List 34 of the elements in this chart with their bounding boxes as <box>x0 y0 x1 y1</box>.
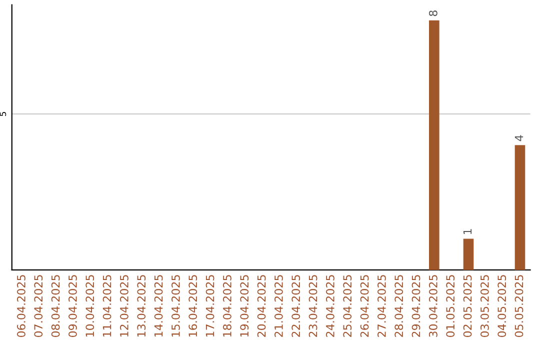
x-tick-label: 04.05.2025 <box>498 275 506 338</box>
y-tick-label: 5 <box>0 112 6 116</box>
x-tick-label: 08.04.2025 <box>51 275 60 338</box>
x-tick-label: 05.05.2025 <box>514 275 524 338</box>
x-tick-label: 02.05.2025 <box>463 275 472 338</box>
x-tick-label: 23.04.2025 <box>308 275 318 337</box>
x-tick-label: 06.04.2025 <box>17 275 26 338</box>
x-tick-label: 07.04.2025 <box>34 275 43 338</box>
x-tick-label: 15.04.2025 <box>171 275 180 337</box>
x-tick-label: 14.04.2025 <box>154 275 163 337</box>
data-label: 8 <box>428 10 438 16</box>
x-tick-label: 12.04.2025 <box>120 275 128 337</box>
x-tick-label: 03.05.2025 <box>480 275 489 338</box>
x-tick-label: 28.04.2025 <box>394 275 404 337</box>
x-tick-label: 18.04.2025 <box>222 275 232 337</box>
x-tick-label: 27.04.2025 <box>377 275 386 337</box>
x-tick-label: 16.04.2025 <box>188 275 198 337</box>
x-tick-label: 26.04.2025 <box>360 275 369 337</box>
x-tick-label: 13.04.2025 <box>137 275 146 337</box>
x-tick-label: 11.04.2025 <box>102 275 112 337</box>
x-tick-label: 19.04.2025 <box>240 275 249 337</box>
x-tick-label: 01.05.2025 <box>446 275 455 338</box>
x-tick-label: 17.04.2025 <box>206 275 214 337</box>
x-tick-label: 09.04.2025 <box>68 275 77 338</box>
data-label: 4 <box>514 135 524 142</box>
x-tick-label: 25.04.2025 <box>343 275 352 337</box>
data-label: 1 <box>463 229 472 234</box>
x-tick-label: 21.04.2025 <box>274 275 283 337</box>
x-tick-label: 20.04.2025 <box>257 275 266 337</box>
x-tick-label: 24.04.2025 <box>326 275 334 337</box>
x-tick-label: 22.04.2025 <box>292 275 300 337</box>
x-tick-label: 30.04.2025 <box>428 275 438 337</box>
x-tick-label: 10.04.2025 <box>86 275 94 337</box>
x-tick-label: 29.04.2025 <box>412 275 420 337</box>
